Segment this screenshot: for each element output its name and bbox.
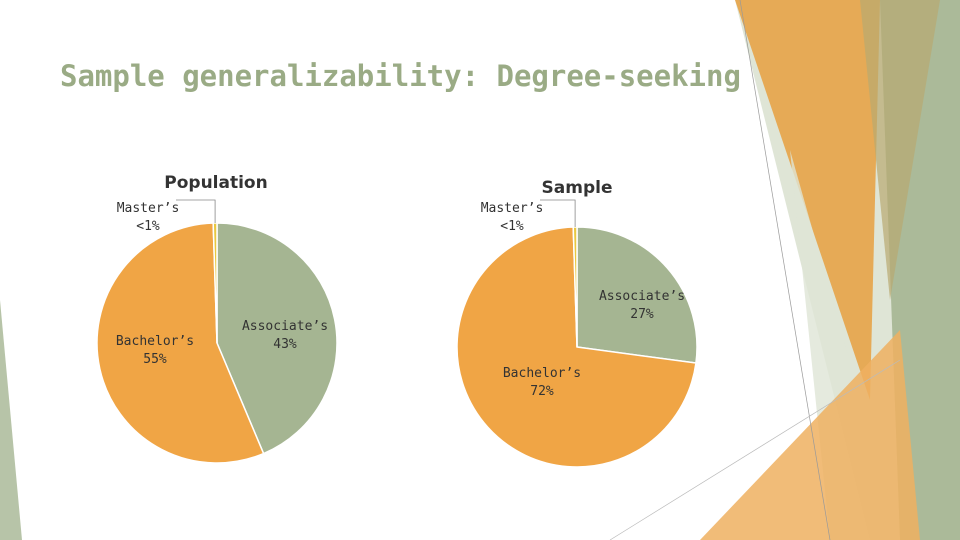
slice-category: Bachelor’s xyxy=(116,334,194,349)
pie-slice xyxy=(572,226,578,348)
pie-slice xyxy=(96,222,265,464)
slice-category: Associate’s xyxy=(242,319,328,334)
pie-slice xyxy=(456,226,697,468)
slice-category: Associate’s xyxy=(599,289,685,304)
slice-value-label: <1% xyxy=(136,219,160,234)
slice-value-label: 43% xyxy=(273,337,297,352)
slice-value-label: 55% xyxy=(143,352,167,367)
leader-line xyxy=(540,199,576,228)
leader-line xyxy=(176,199,216,224)
slice-category: Master’s xyxy=(481,201,544,216)
slice-category: Master’s xyxy=(117,201,180,216)
pie-slice xyxy=(216,222,338,455)
slice-category: Bachelor’s xyxy=(503,366,581,381)
slice-value-label: <1% xyxy=(500,219,524,234)
chart-title: Sample xyxy=(542,178,613,198)
chart-title: Population xyxy=(164,173,267,193)
slice-value-label: 72% xyxy=(530,384,554,399)
pie-slice xyxy=(576,226,698,364)
slide-title: Sample generalizability: Degree-seeking xyxy=(60,59,741,93)
slice-value-label: 27% xyxy=(630,307,654,322)
